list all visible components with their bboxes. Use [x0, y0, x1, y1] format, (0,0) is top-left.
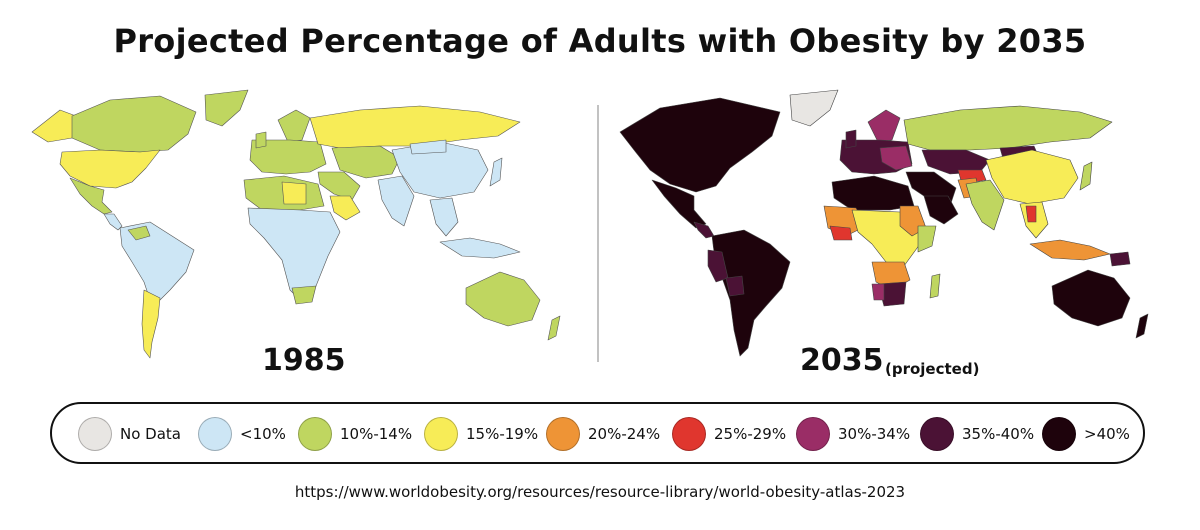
- legend-item-over-40: >40%: [1042, 417, 1130, 451]
- region-alaska-1985: [31, 109, 77, 143]
- region-horn-africa-2035: [917, 225, 937, 253]
- legend-swatch: [920, 417, 954, 451]
- legend-swatch: [796, 417, 830, 451]
- region-west-africa-red-2035: [829, 225, 853, 241]
- legend-label: 30%-34%: [838, 425, 911, 443]
- region-russia-2035: [903, 105, 1113, 151]
- legend-item-under-10: <10%: [198, 417, 286, 451]
- region-north-africa-2035: [831, 175, 915, 211]
- legend-label: >40%: [1084, 425, 1130, 443]
- region-uk-2035: [845, 129, 857, 149]
- region-central-america-2035: [693, 221, 715, 239]
- region-china-2035: [985, 149, 1079, 205]
- legend-label: 35%-40%: [962, 425, 1035, 443]
- legend: No Data <10% 10%-14% 15%-19% 20%-24% 25%…: [50, 402, 1145, 464]
- legend-item-35-40: 35%-40%: [920, 417, 1034, 451]
- region-namibia-2035: [871, 283, 885, 301]
- year-label-1985: 1985: [262, 343, 346, 378]
- legend-swatch: [198, 417, 232, 451]
- legend-swatch: [1042, 417, 1076, 451]
- region-china-1985: [391, 141, 489, 199]
- world-maps: [31, 89, 1149, 362]
- region-russia-1985: [309, 105, 521, 149]
- region-india-1985: [377, 175, 415, 227]
- legend-label: <10%: [240, 425, 286, 443]
- region-mexico-2035: [651, 179, 707, 229]
- legend-label: 20%-24%: [588, 425, 661, 443]
- region-central-asia-1985: [331, 145, 401, 179]
- legend-item-30-34: 30%-34%: [796, 417, 910, 451]
- projected-note: (projected): [885, 360, 980, 378]
- region-eastern-europe-2035: [879, 145, 913, 171]
- region-thailand-2035: [1025, 205, 1037, 223]
- legend-item-no-data: No Data: [78, 417, 181, 451]
- legend-swatch: [78, 417, 112, 451]
- region-new-zealand-1985: [547, 315, 561, 341]
- region-png-2035: [1109, 251, 1131, 267]
- legend-item-15-19: 15%-19%: [424, 417, 538, 451]
- region-australia-1985: [465, 271, 541, 327]
- region-argentina-chile-1985: [141, 289, 161, 359]
- region-japan-2035: [1079, 161, 1093, 191]
- region-subsaharan-africa-1985: [247, 207, 341, 301]
- region-scandinavia-1985: [277, 109, 311, 143]
- legend-swatch: [672, 417, 706, 451]
- map-1985: [31, 89, 561, 359]
- region-madagascar-2035: [929, 273, 941, 299]
- legend-swatch: [546, 417, 580, 451]
- region-usa-1985: [59, 149, 161, 189]
- region-indonesia-1985: [439, 237, 521, 259]
- region-new-zealand-2035: [1135, 313, 1149, 339]
- region-scandinavia-2035: [867, 109, 901, 143]
- map-title: Projected Percentage of Adults with Obes…: [113, 22, 1087, 60]
- region-india-2035: [965, 179, 1005, 231]
- region-europe-1985: [249, 139, 327, 175]
- region-mongolia-1985: [409, 139, 447, 155]
- region-arabia-1985: [329, 195, 361, 221]
- legend-swatch: [424, 417, 458, 451]
- region-arabia-2035: [923, 195, 959, 225]
- region-greenland-2035: [789, 89, 839, 127]
- legend-label: No Data: [120, 425, 181, 443]
- region-japan-1985: [489, 157, 503, 187]
- region-venezuela-1985: [127, 225, 151, 241]
- legend-item-25-29: 25%-29%: [672, 417, 786, 451]
- region-south-america-1985: [119, 221, 195, 301]
- region-south-africa-1985: [291, 285, 317, 305]
- source-url: https://www.worldobesity.org/resources/r…: [294, 483, 906, 501]
- region-north-america-2035: [619, 97, 781, 193]
- region-peru-2035: [707, 249, 729, 283]
- region-south-america-2035: [711, 229, 791, 357]
- legend-swatch: [298, 417, 332, 451]
- region-greenland-1985: [204, 89, 249, 127]
- legend-label: 15%-19%: [466, 425, 539, 443]
- year-label-2035: 2035: [800, 343, 884, 378]
- legend-item-20-24: 20%-24%: [546, 417, 660, 451]
- region-southeast-asia-1985: [429, 197, 459, 237]
- region-libya-1985: [281, 181, 307, 205]
- region-australia-2035: [1051, 269, 1131, 327]
- legend-item-10-14: 10%-14%: [298, 417, 412, 451]
- legend-label: 25%-29%: [714, 425, 787, 443]
- region-uk-1985: [255, 131, 267, 149]
- region-mexico-1985: [69, 177, 113, 215]
- region-central-america-1985: [103, 213, 123, 231]
- region-indonesia-2035: [1029, 239, 1111, 261]
- map-2035: [619, 89, 1149, 357]
- region-canada-1985: [71, 95, 197, 153]
- legend-label: 10%-14%: [340, 425, 413, 443]
- region-bolivia-2035: [725, 275, 745, 297]
